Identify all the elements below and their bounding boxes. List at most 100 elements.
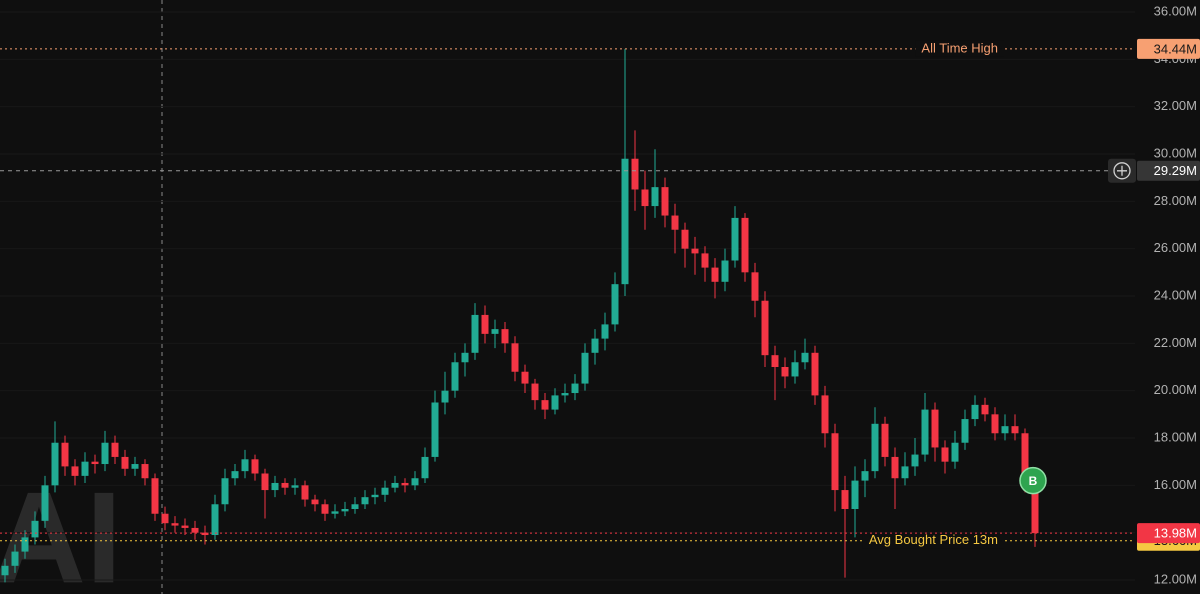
- price-badge-bg: [1137, 38, 1200, 59]
- candle-body: [61, 442, 69, 467]
- candle-body: [731, 217, 739, 261]
- candle-body: [591, 338, 599, 353]
- candle-body: [201, 532, 209, 536]
- candle-body: [221, 478, 229, 505]
- candle-body: [171, 523, 179, 526]
- candle-body: [491, 329, 499, 334]
- candle-body: [871, 423, 879, 472]
- crosshair-badge: 29.29M: [1154, 163, 1197, 178]
- candle-body: [611, 284, 619, 325]
- candle-body: [681, 229, 689, 249]
- candle-body: [461, 352, 469, 363]
- candle-body: [651, 187, 659, 207]
- candle-body: [281, 482, 289, 488]
- candle-body: [1021, 433, 1029, 486]
- candle-body: [821, 395, 829, 434]
- y-tick-label: 12.00M: [1154, 571, 1197, 586]
- y-tick-label: 30.00M: [1154, 145, 1197, 160]
- candle-body: [621, 158, 629, 285]
- candle-body: [31, 520, 39, 538]
- candle-body: [271, 482, 279, 491]
- y-tick-label: 22.00M: [1154, 335, 1197, 350]
- candle-body: [471, 314, 479, 353]
- candle-body: [881, 423, 889, 457]
- candle-body: [351, 504, 359, 509]
- candle-body: [1, 565, 9, 576]
- candle-body: [781, 367, 789, 377]
- candle-body: [141, 464, 149, 479]
- y-tick-label: 28.00M: [1154, 193, 1197, 208]
- plus-icon: [1117, 165, 1127, 176]
- candle-body: [361, 497, 369, 505]
- y-tick-label: 32.00M: [1154, 98, 1197, 113]
- price-badge: 34.44M: [1154, 41, 1197, 56]
- candle-body: [431, 402, 439, 457]
- candle-body: [561, 393, 569, 396]
- candle-body: [381, 487, 389, 495]
- price-badge-bg: [1137, 523, 1200, 544]
- candle-body: [541, 400, 549, 410]
- candle-body: [751, 272, 759, 301]
- candle-body: [861, 471, 869, 481]
- candle-body: [911, 454, 919, 467]
- candle-body: [631, 158, 639, 190]
- buy-marker-label: B: [1029, 474, 1038, 488]
- candle-body: [931, 409, 939, 448]
- candle-body: [1001, 426, 1009, 434]
- candle-body: [791, 362, 799, 377]
- candle-body: [971, 404, 979, 420]
- candle-body: [341, 509, 349, 512]
- candle-body: [941, 447, 949, 462]
- candle-body: [301, 485, 309, 500]
- price-badge: 13.98M: [1154, 526, 1197, 541]
- candle-body: [151, 478, 159, 514]
- candle-body: [671, 215, 679, 230]
- candle-body: [601, 324, 609, 339]
- candle-body: [991, 414, 999, 434]
- y-tick-label: 36.00M: [1154, 3, 1197, 18]
- candle-body: [661, 187, 669, 216]
- candle-body: [371, 494, 379, 498]
- candle-body: [921, 409, 929, 455]
- candle-body: [251, 459, 259, 474]
- candle-body: [311, 499, 319, 505]
- candle-body: [981, 404, 989, 415]
- candle-body: [331, 511, 339, 514]
- candle-body: [841, 490, 849, 509]
- candle-body: [771, 355, 779, 367]
- candle-body: [161, 513, 169, 524]
- y-tick-label: 18.00M: [1154, 429, 1197, 444]
- candle-body: [121, 456, 129, 469]
- candle-body: [101, 442, 109, 465]
- candle-body: [181, 525, 189, 528]
- candle-body: [831, 433, 839, 491]
- candle-body: [691, 248, 699, 254]
- plus-button[interactable]: [1113, 162, 1131, 180]
- candle-body: [851, 480, 859, 509]
- candle-body: [581, 352, 589, 384]
- price-line-label: Avg Bought Price 13m: [869, 532, 998, 547]
- candle-body: [261, 473, 269, 491]
- crosshair-badge-bg: [1137, 160, 1200, 181]
- candle-body: [391, 482, 399, 488]
- price-line-label-bg: [862, 532, 1004, 549]
- candle-body: [521, 371, 529, 384]
- candle-body: [191, 527, 199, 533]
- candle-body: [1011, 426, 1019, 434]
- candle-body: [41, 485, 49, 521]
- candle-body: [811, 352, 819, 396]
- candle-body: [481, 314, 489, 334]
- candle-body: [51, 442, 59, 486]
- candle-body: [761, 300, 769, 356]
- candle-body: [641, 189, 649, 207]
- candle-body: [531, 383, 539, 401]
- candle-body: [571, 383, 579, 394]
- candle-body: [451, 362, 459, 391]
- y-tick-label: 20.00M: [1154, 382, 1197, 397]
- y-tick-label: 26.00M: [1154, 240, 1197, 255]
- candle-body: [231, 471, 239, 479]
- candle-body: [961, 419, 969, 443]
- candle-body: [241, 459, 249, 472]
